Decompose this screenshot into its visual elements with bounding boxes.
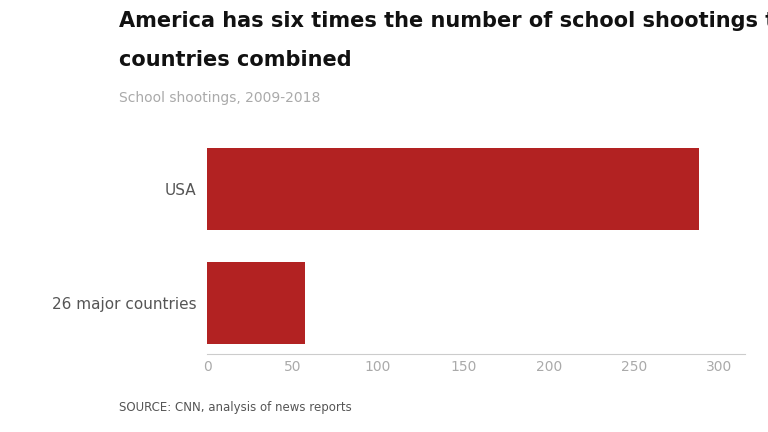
Bar <box>207 262 305 344</box>
Text: countries combined: countries combined <box>119 50 352 70</box>
Text: SOURCE: CNN, analysis of news reports: SOURCE: CNN, analysis of news reports <box>119 401 352 414</box>
Text: School shootings, 2009-2018: School shootings, 2009-2018 <box>119 91 320 105</box>
Text: America has six times the number of school shootings than 26 major: America has six times the number of scho… <box>119 11 768 31</box>
Bar <box>207 148 699 230</box>
